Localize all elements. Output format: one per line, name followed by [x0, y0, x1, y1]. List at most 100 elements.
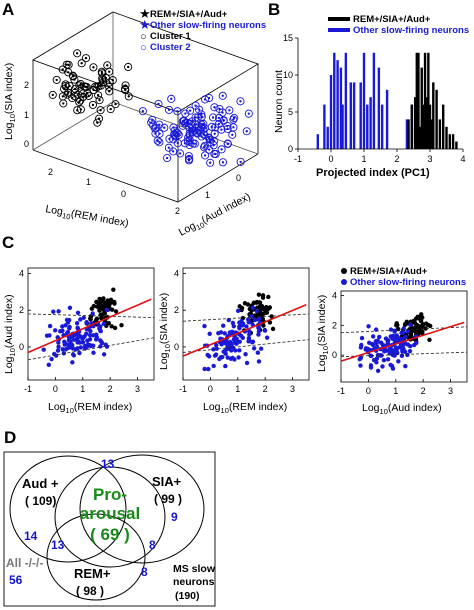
scatter-point	[393, 345, 399, 350]
scatter-point	[51, 309, 56, 314]
scatter-point	[266, 294, 271, 300]
cluster-2-star	[174, 133, 177, 137]
y-tick-label: 2	[332, 320, 337, 330]
histogram-bar	[326, 126, 329, 149]
venn-region-sia-rem: 8	[149, 538, 156, 552]
histogram-bar	[410, 104, 414, 149]
legend-star-black: ★	[139, 6, 151, 21]
scatter-point	[63, 323, 68, 328]
scatter-point	[56, 340, 61, 345]
scatter-point	[396, 359, 401, 364]
cluster-2-star	[167, 108, 171, 112]
scatter-point	[255, 350, 261, 355]
cluster-2-star	[157, 102, 160, 106]
scatter-point	[46, 362, 51, 368]
x-tick-0: 0	[121, 189, 126, 199]
scatter-point	[240, 335, 246, 341]
cluster-2-star	[186, 121, 189, 125]
cluster-1-star	[75, 52, 79, 55]
scatter-point	[405, 329, 410, 334]
scatter-point	[260, 295, 266, 300]
scatter-point	[66, 342, 71, 348]
cluster-2-star	[168, 137, 171, 141]
cluster-1-marker	[61, 80, 70, 89]
scatter-point	[366, 324, 371, 329]
scatter-point	[358, 345, 364, 350]
cluster-1-star	[87, 94, 91, 98]
x-tick-label: 3	[135, 384, 140, 394]
cluster-1-star	[51, 93, 54, 97]
scatter-point	[418, 319, 424, 324]
cluster-2-star	[210, 125, 213, 129]
venn-count-rem: ( 98 )	[76, 584, 104, 598]
scatter-point	[375, 368, 381, 373]
legend-c-label-rem: REM+/SIA+/Aud+	[350, 266, 428, 277]
scatter-point	[84, 331, 89, 336]
cluster-2-marker	[207, 122, 216, 131]
venn-ellipse-aud	[9, 455, 127, 563]
cluster-1-star	[71, 75, 75, 78]
cluster-2-star	[172, 126, 175, 129]
cluster-1-star	[67, 63, 70, 67]
scatter-point	[87, 332, 93, 338]
histogram-bar	[336, 60, 339, 150]
scatter-point	[223, 363, 228, 369]
scatter-point	[221, 323, 226, 328]
scatter-point	[67, 305, 73, 311]
cluster-1-star	[64, 83, 67, 86]
cluster-2-star	[221, 94, 224, 97]
scatter-point	[207, 331, 212, 337]
venn-center-label-2: arousal	[80, 504, 140, 523]
scatter-point	[261, 323, 266, 328]
scatter-point	[256, 332, 261, 337]
scatter-point	[225, 355, 230, 360]
cluster-1-marker	[69, 72, 78, 81]
legend-label-rem-sia-aud: REM+/SIA+/Aud+	[150, 9, 228, 20]
histogram-bar	[442, 104, 445, 149]
cluster-2-marker	[173, 129, 182, 138]
x-tick-1: 1	[86, 177, 91, 187]
cluster-2-marker	[229, 123, 238, 132]
scatter-point	[85, 342, 91, 347]
scatter-point	[91, 303, 97, 309]
cluster-2-marker	[184, 133, 193, 142]
scatter-point	[380, 364, 385, 369]
scatter-point	[270, 326, 276, 332]
cluster-1-star	[62, 102, 65, 105]
cluster-2-marker	[217, 145, 226, 154]
scatter-point	[383, 348, 389, 354]
cluster-2-star	[181, 120, 185, 123]
cluster-1-star	[80, 62, 83, 65]
cluster-1-marker	[79, 92, 88, 101]
venn-label-ms: MS slow	[173, 563, 216, 575]
panel-c2-scatter: -1 0 1 2 3 0 2 4 Log10(REM index) Log10(SIA ind…	[158, 267, 310, 415]
cluster-1-marker	[121, 84, 130, 93]
scatter-point	[102, 300, 108, 305]
panel-a-3d-scatter: ★ REM+/SIA+/Aud+ ★ Other slow-firing neu…	[3, 6, 266, 240]
panel-c1-scatter: -1 0 1 2 3 0 2 4 Log10(REM index) Log10(Aud ind…	[3, 267, 155, 415]
histogram-bar	[359, 82, 362, 149]
reference-line	[27, 337, 155, 361]
legend-star-blue: ★	[139, 17, 151, 32]
cluster-2-star	[207, 96, 211, 100]
scatter-point	[74, 320, 80, 326]
cluster-1-marker	[73, 49, 82, 58]
scatter-point	[374, 360, 379, 365]
scatter-point	[112, 299, 117, 305]
scatter-point	[358, 355, 364, 361]
scatter-point	[223, 351, 228, 356]
panel-b-ylabel: Neuron count	[273, 70, 285, 133]
scatter-point	[231, 323, 236, 329]
panel-c2-ylabel: Log10(SIA index)	[158, 293, 172, 370]
cluster-2-marker	[205, 93, 214, 103]
scatter-point	[256, 325, 261, 330]
histogram-bar	[369, 97, 372, 149]
scatter-point	[264, 335, 270, 340]
cluster-2-star	[221, 161, 225, 164]
regression-line	[27, 298, 152, 354]
scatter-point	[64, 317, 70, 323]
cluster-2-marker	[223, 139, 232, 148]
cluster-2-star	[217, 122, 221, 126]
y-tick-label: 0	[288, 144, 293, 154]
